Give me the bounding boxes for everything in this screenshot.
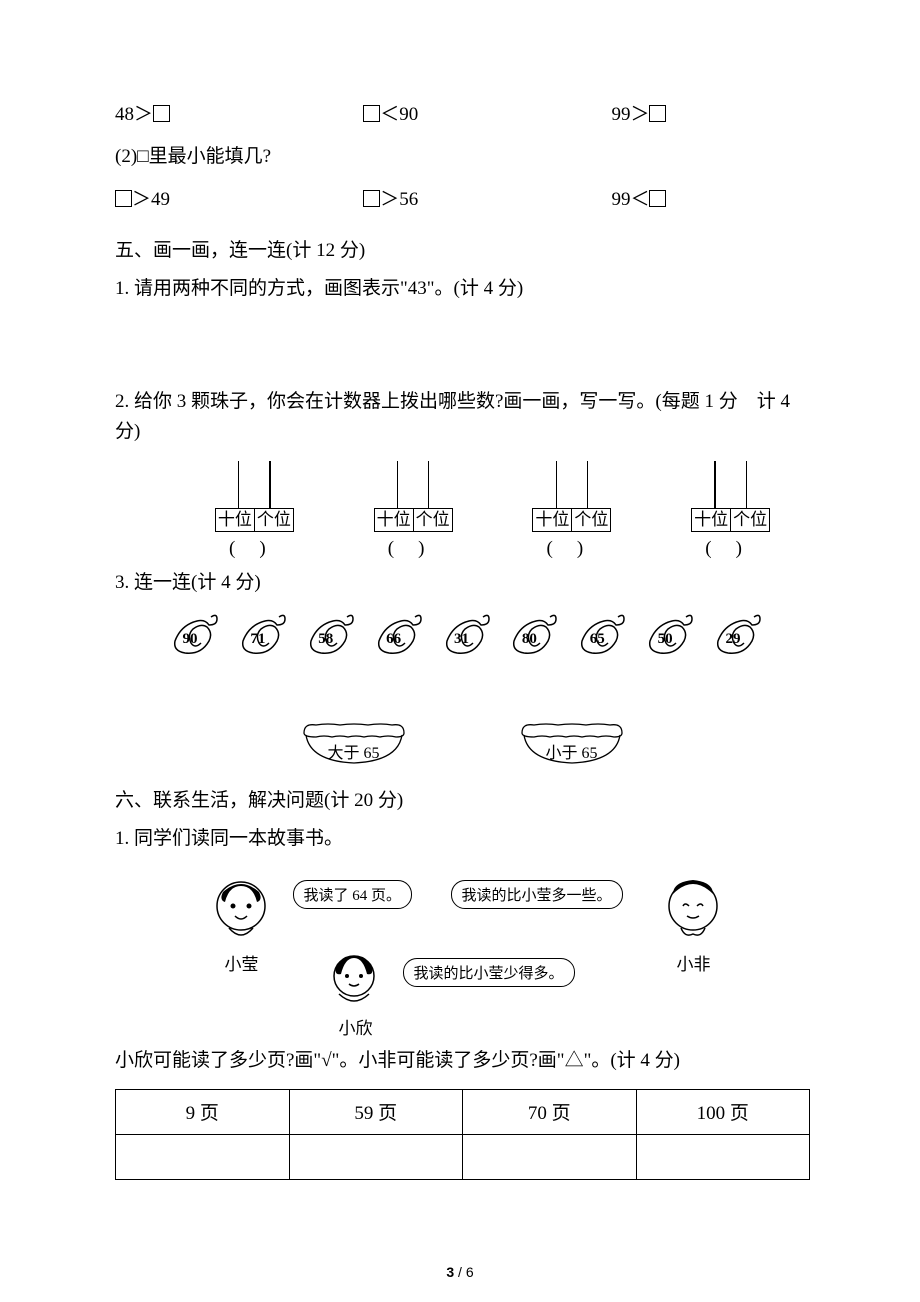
counter-3[interactable]: 十位个位 () <box>517 459 627 560</box>
answer-cell[interactable] <box>636 1134 810 1179</box>
kid-c-name: 小欣 <box>339 1014 373 1039</box>
blank-box[interactable] <box>363 190 380 207</box>
table-header-cell: 70 页 <box>463 1089 637 1134</box>
shells-row: 90 71 58 66 31 80 65 50 <box>167 611 764 657</box>
blank-box[interactable] <box>649 190 666 207</box>
story-figure: 小莹 我读了 64 页。 小非 我读的比小莹多一些。 小欣 我读的比小莹少得多。 <box>203 868 723 1038</box>
shell-item[interactable]: 29 <box>710 611 764 657</box>
basket-less[interactable]: 小于 65 <box>518 721 626 765</box>
tens-label: 十位 <box>533 509 572 531</box>
page-total: 6 <box>466 1264 474 1280</box>
baskets-row: 大于 65 小于 65 <box>115 721 810 765</box>
shell-item[interactable]: 31 <box>439 611 493 657</box>
tens-label: 十位 <box>216 509 255 531</box>
tens-label: 十位 <box>375 509 414 531</box>
shell-item[interactable]: 71 <box>235 611 289 657</box>
ineq-1c: 99＞ <box>611 100 810 130</box>
answer-cell[interactable] <box>116 1134 290 1179</box>
bubble-a: 我读了 64 页。 <box>293 880 413 909</box>
inequality-row-2: ＞49 ＞56 99＜ <box>115 185 810 215</box>
answer-cell[interactable] <box>289 1134 463 1179</box>
q6-1-question: 小欣可能读了多少页?画"√"。小非可能读了多少页?画"△"。(计 4 分) <box>115 1046 810 1076</box>
worksheet-page: 48＞ ＜90 99＞ (2)□里最小能填几? ＞49 ＞56 99＜ 五、画一… <box>0 0 920 1302</box>
table-row <box>116 1134 810 1179</box>
ineq-2b: ＞56 <box>363 185 611 215</box>
ones-label: 个位 <box>731 509 769 531</box>
answer-paren[interactable]: () <box>219 538 290 560</box>
counter-4[interactable]: 十位个位 () <box>676 459 786 560</box>
q2-prompt: (2)□里最小能填几? <box>115 142 810 172</box>
blank-box[interactable] <box>363 105 380 122</box>
answer-paren[interactable]: () <box>537 538 608 560</box>
table-header-cell: 100 页 <box>636 1089 810 1134</box>
ineq-2c: 99＜ <box>611 185 810 215</box>
table-header-cell: 59 页 <box>289 1089 463 1134</box>
shell-item[interactable]: 65 <box>574 611 628 657</box>
q5-1: 1. 请用两种不同的方式，画图表示"43"。(计 4 分) <box>115 274 810 304</box>
kid-c-icon <box>319 946 389 1016</box>
answer-table: 9 页 59 页 70 页 100 页 <box>115 1089 810 1180</box>
page-current: 3 <box>446 1264 454 1280</box>
blank-box[interactable] <box>115 190 132 207</box>
answer-paren[interactable]: () <box>378 538 449 560</box>
q5-2: 2. 给你 3 颗珠子，你会在计数器上拨出哪些数?画一画，写一写。(每题 1 分… <box>115 387 810 448</box>
kid-a-icon <box>203 872 281 950</box>
table-header-cell: 9 页 <box>116 1089 290 1134</box>
inequality-row-1: 48＞ ＜90 99＞ <box>115 100 810 130</box>
shell-item[interactable]: 58 <box>303 611 357 657</box>
ones-label: 个位 <box>572 509 610 531</box>
ineq-1b: ＜90 <box>363 100 611 130</box>
tens-label: 十位 <box>692 509 731 531</box>
basket-greater[interactable]: 大于 65 <box>300 721 408 765</box>
kid-b-icon <box>655 872 733 950</box>
counters-row: 十位个位 () 十位个位 () 十位个位 () 十位个位 () <box>175 459 810 560</box>
ones-label: 个位 <box>414 509 452 531</box>
section-6-title: 六、联系生活，解决问题(计 20 分) <box>115 785 810 812</box>
q5-3: 3. 连一连(计 4 分) <box>115 568 810 598</box>
shell-item[interactable]: 50 <box>642 611 696 657</box>
table-row: 9 页 59 页 70 页 100 页 <box>116 1089 810 1134</box>
answer-paren[interactable]: () <box>695 538 766 560</box>
blank-box[interactable] <box>649 105 666 122</box>
answer-cell[interactable] <box>463 1134 637 1179</box>
bubble-b: 我读的比小莹多一些。 <box>451 880 623 909</box>
q6-1: 1. 同学们读同一本故事书。 <box>115 824 810 854</box>
shell-item[interactable]: 66 <box>371 611 425 657</box>
kid-a-name: 小莹 <box>225 950 259 975</box>
counter-1[interactable]: 十位个位 () <box>199 459 309 560</box>
section-5-title: 五、画一画，连一连(计 12 分) <box>115 235 810 262</box>
page-footer: 3 / 6 <box>0 1264 920 1280</box>
shell-item[interactable]: 90 <box>167 611 221 657</box>
kid-b-name: 小非 <box>677 950 711 975</box>
drawing-space[interactable] <box>115 317 810 387</box>
shell-item[interactable]: 80 <box>506 611 560 657</box>
bubble-c: 我读的比小莹少得多。 <box>403 958 575 987</box>
blank-box[interactable] <box>153 105 170 122</box>
ineq-2a: ＞49 <box>115 185 363 215</box>
ineq-1a: 48＞ <box>115 100 363 130</box>
ones-label: 个位 <box>255 509 293 531</box>
counter-2[interactable]: 十位个位 () <box>358 459 468 560</box>
